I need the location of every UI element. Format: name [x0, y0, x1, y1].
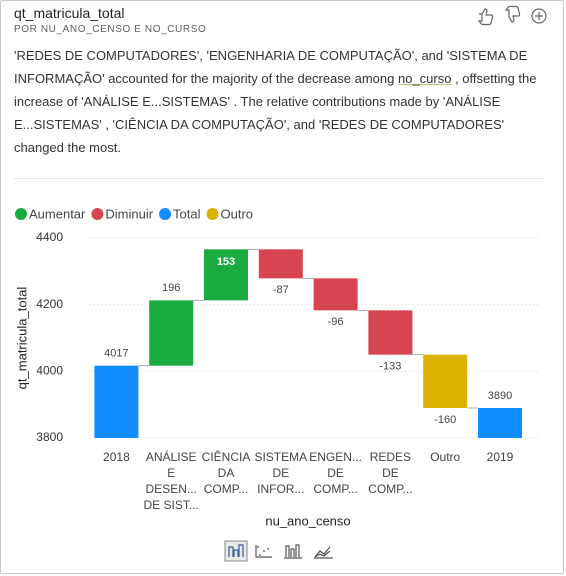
data-label: 153 — [217, 256, 235, 268]
visual-type-icons[interactable] — [224, 540, 333, 562]
thumbs-up-icon[interactable] — [477, 8, 494, 26]
divider — [14, 178, 544, 179]
data-label: 196 — [162, 282, 180, 294]
x-tick-label: CIÊNCIA — [202, 449, 251, 464]
legend-marker — [91, 208, 104, 220]
x-tick-label: Outro — [430, 450, 460, 464]
x-tick-label: COMP... — [204, 482, 248, 496]
x-tick-label: DE — [272, 466, 289, 480]
x-tick-label: SISTEMA — [254, 450, 307, 464]
legend-label: Total — [173, 206, 201, 221]
x-tick-label: 2019 — [487, 450, 514, 464]
y-tick-label: 4200 — [36, 297, 63, 311]
legend-label: Aumentar — [29, 206, 86, 221]
x-tick-label: COMP... — [368, 482, 412, 496]
legend-label: Diminuir — [105, 206, 153, 221]
data-label: -96 — [328, 316, 344, 328]
x-tick-label: ANÁLISE — [146, 449, 197, 464]
bar — [258, 249, 303, 279]
legend-marker — [206, 208, 219, 220]
y-tick-label: 3800 — [36, 430, 63, 444]
legend-marker — [15, 208, 27, 220]
x-tick-label: DE SIST... — [144, 498, 199, 512]
bar — [313, 278, 358, 311]
legend-label: Outro — [221, 206, 254, 221]
x-tick-label: DE — [382, 466, 399, 480]
bar — [368, 310, 413, 355]
bar — [149, 300, 194, 366]
bar — [423, 354, 468, 408]
bar — [94, 365, 139, 438]
x-tick-label: 2018 — [103, 450, 130, 464]
visual-subtitle: POR NU_ANO_CENSO E NO_CURSO — [14, 24, 207, 35]
narrative-field[interactable]: no_curso — [397, 71, 452, 86]
data-label: 3890 — [488, 390, 512, 402]
narrative-text: 'REDES DE COMPUTADORES', 'ENGENHARIA DE … — [14, 48, 528, 86]
x-tick-label: REDES — [370, 450, 411, 464]
x-tick-label: DE — [327, 466, 344, 480]
x-tick-label: ENGEN... — [309, 450, 362, 464]
data-label: 4017 — [104, 348, 128, 360]
bar — [478, 408, 522, 438]
thumbs-down-icon[interactable] — [504, 5, 521, 23]
legend-marker — [159, 208, 172, 220]
data-label: -87 — [273, 284, 289, 296]
x-tick-label: INFOR... — [257, 482, 304, 496]
bar — [204, 249, 248, 301]
x-tick-label: DESEN... — [146, 482, 197, 496]
x-tick-label: E — [167, 466, 175, 480]
x-tick-label: COMP... — [313, 482, 357, 496]
narrative: 'REDES DE COMPUTADORES', 'ENGENHARIA DE … — [14, 44, 539, 159]
y-tick-label: 4000 — [36, 364, 63, 378]
data-label: -133 — [379, 361, 401, 373]
x-tick-label: DA — [218, 466, 235, 480]
y-tick-label: 4400 — [36, 230, 63, 244]
visual-title: qt_matricula_total — [14, 5, 125, 21]
add-icon[interactable] — [531, 8, 547, 24]
data-label: -160 — [434, 414, 456, 426]
narrative-text: , offsetting the increase of 'ANÁLISE E.… — [14, 71, 537, 155]
y-axis-title: qt_matricula_total — [14, 287, 29, 390]
x-axis-title: nu_ano_censo — [265, 513, 350, 528]
